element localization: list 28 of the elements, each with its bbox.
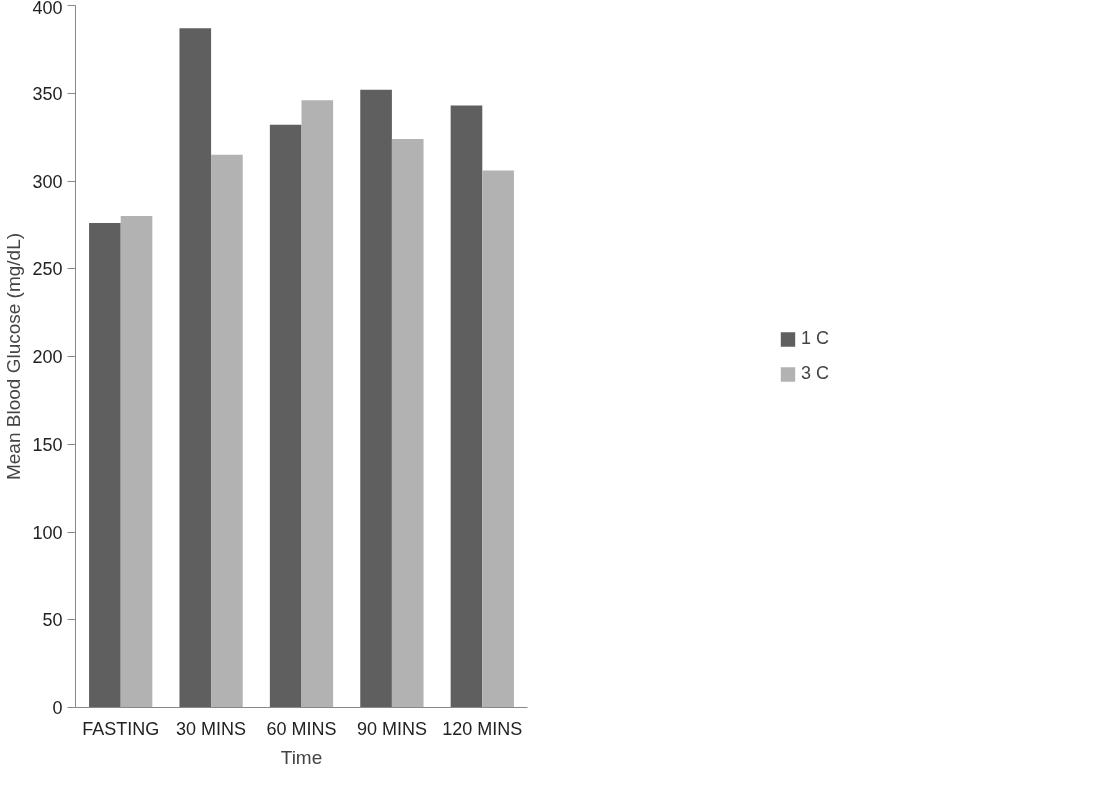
y-tick-label: 400 — [32, 0, 63, 18]
y-tick-label: 100 — [32, 522, 63, 543]
legend-label: 3 C — [800, 363, 830, 384]
bar — [450, 105, 483, 708]
y-tick-label: 250 — [32, 259, 63, 280]
x-tick-label: 60 MINS — [266, 718, 337, 739]
y-axis-title: Mean Blood Glucose (mg/dL) — [3, 232, 25, 481]
x-tick-label: 90 MINS — [356, 718, 427, 739]
legend-label: 1 C — [800, 328, 830, 349]
y-tick-label: 350 — [32, 83, 63, 104]
bar — [391, 138, 424, 708]
x-axis-title: Time — [280, 746, 323, 768]
bar — [89, 223, 121, 708]
bar — [301, 100, 334, 708]
bar — [482, 170, 514, 708]
x-tick-label: 30 MINS — [176, 718, 247, 739]
x-tick-label: 120 MINS — [442, 718, 523, 739]
y-tick-label: 150 — [32, 434, 63, 455]
bar — [360, 89, 392, 708]
bar — [120, 216, 153, 708]
y-tick-label: 50 — [42, 610, 63, 631]
y-tick-label: 0 — [52, 698, 63, 718]
bar — [179, 28, 212, 708]
x-tick-label: FASTING — [82, 718, 160, 739]
bar — [269, 124, 302, 708]
bar — [211, 154, 243, 708]
y-tick-label: 300 — [32, 171, 63, 192]
y-tick-label: 200 — [32, 347, 63, 367]
